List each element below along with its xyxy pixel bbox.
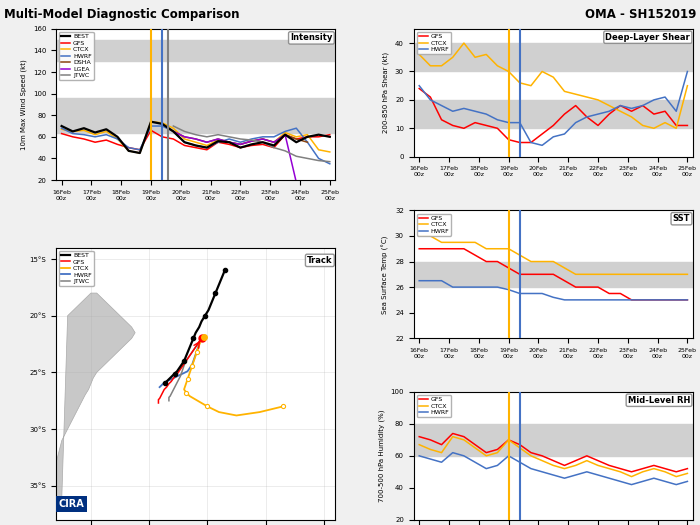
Text: Multi-Model Diagnostic Comparison: Multi-Model Diagnostic Comparison: [4, 8, 239, 21]
Legend: GFS, CTCX, HWRF: GFS, CTCX, HWRF: [416, 395, 451, 417]
Polygon shape: [56, 293, 135, 497]
Legend: GFS, CTCX, HWRF: GFS, CTCX, HWRF: [416, 214, 451, 236]
Text: SST: SST: [673, 214, 690, 223]
Y-axis label: 200-850 hPa Shear (kt): 200-850 hPa Shear (kt): [383, 52, 389, 133]
Text: Deep-Layer Shear: Deep-Layer Shear: [606, 33, 690, 41]
Text: Mid-Level RH: Mid-Level RH: [628, 396, 690, 405]
Legend: GFS, CTCX, HWRF: GFS, CTCX, HWRF: [416, 32, 451, 54]
Bar: [56, 40, 335, 61]
Legend: BEST, GFS, CTCX, HWRF, JTWC: BEST, GFS, CTCX, HWRF, JTWC: [59, 251, 94, 286]
Bar: [414, 43, 693, 71]
Y-axis label: Sea Surface Temp (°C): Sea Surface Temp (°C): [382, 235, 389, 313]
Text: OMA - SH152019: OMA - SH152019: [585, 8, 696, 21]
Bar: [56, 98, 335, 132]
Y-axis label: 10m Max Wind Speed (kt): 10m Max Wind Speed (kt): [21, 59, 27, 150]
Bar: [414, 100, 693, 128]
Text: Track: Track: [307, 256, 332, 265]
Bar: [414, 424, 693, 456]
Text: CIRA: CIRA: [59, 499, 85, 509]
Y-axis label: 700-500 hPa Humidity (%): 700-500 hPa Humidity (%): [378, 410, 385, 502]
Text: Intensity: Intensity: [290, 34, 332, 43]
Legend: BEST, GFS, CTCX, HWRF, DSHA, LGEA, JTWC: BEST, GFS, CTCX, HWRF, DSHA, LGEA, JTWC: [59, 32, 94, 80]
Bar: [414, 261, 693, 287]
